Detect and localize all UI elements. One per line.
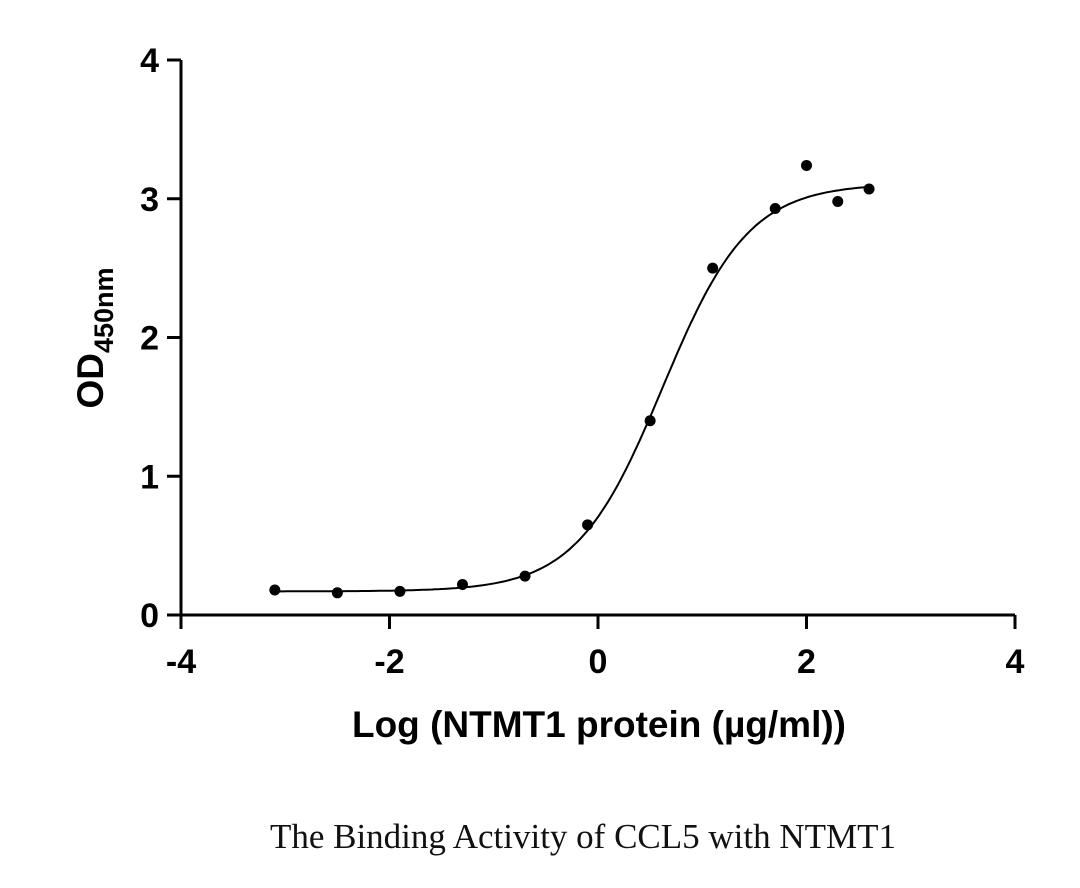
y-tick-label: 1 [140,458,159,496]
y-tick-label: 4 [140,42,159,80]
data-point [644,415,656,427]
x-tick-label: -2 [374,643,404,681]
x-tick-label: 0 [589,643,608,681]
y-axis: 0 1 2 3 4 [140,42,183,635]
data-point [269,584,281,596]
y-axis-label-main: OD [70,353,111,409]
data-point [801,159,812,171]
data-point [863,183,875,195]
data-points [269,159,875,599]
data-point [331,587,343,599]
data-point [456,578,468,590]
y-tick-label: 2 [140,320,159,358]
y-tick-label: 0 [140,597,159,635]
data-point [582,519,594,531]
y-axis-label-subscript: 450nm [89,267,119,353]
chart-caption: The Binding Activity of CCL5 with NTMT1 [270,817,896,856]
y-tick-label: 3 [140,181,159,219]
data-point [707,262,719,274]
x-tick-label: -4 [166,643,196,681]
x-tick-label: 2 [797,643,816,681]
data-point [394,585,406,597]
data-point [519,570,531,582]
x-axis-label: Log (NTMT1 protein (µg/ml)) [352,704,846,745]
fit-curve-group [274,185,870,593]
data-point [832,196,844,208]
x-tick-label: 4 [1006,643,1025,681]
x-axis: -4 -2 0 2 4 [166,613,1025,681]
data-point [769,202,781,214]
fit-curve [274,185,870,593]
y-axis-label: OD450nm [70,267,119,408]
